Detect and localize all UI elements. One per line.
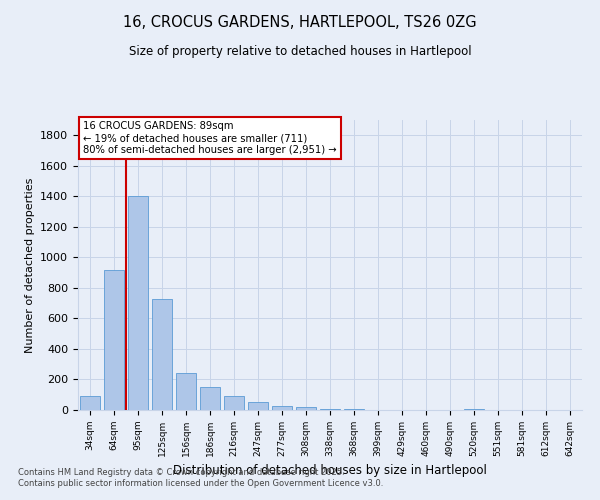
Bar bbox=[248, 402, 268, 410]
Bar bbox=[200, 388, 220, 410]
Bar bbox=[464, 409, 484, 410]
Bar bbox=[224, 396, 244, 410]
Bar bbox=[128, 196, 148, 410]
Bar bbox=[320, 409, 340, 410]
Bar bbox=[344, 409, 364, 410]
Bar bbox=[104, 270, 124, 410]
Y-axis label: Number of detached properties: Number of detached properties bbox=[25, 178, 35, 352]
X-axis label: Distribution of detached houses by size in Hartlepool: Distribution of detached houses by size … bbox=[173, 464, 487, 477]
Bar bbox=[152, 298, 172, 410]
Text: Size of property relative to detached houses in Hartlepool: Size of property relative to detached ho… bbox=[128, 45, 472, 58]
Bar bbox=[176, 372, 196, 410]
Text: 16, CROCUS GARDENS, HARTLEPOOL, TS26 0ZG: 16, CROCUS GARDENS, HARTLEPOOL, TS26 0ZG bbox=[123, 15, 477, 30]
Text: Contains HM Land Registry data © Crown copyright and database right 2025.
Contai: Contains HM Land Registry data © Crown c… bbox=[18, 468, 383, 487]
Bar bbox=[296, 408, 316, 410]
Bar bbox=[272, 406, 292, 410]
Bar bbox=[80, 396, 100, 410]
Text: 16 CROCUS GARDENS: 89sqm
← 19% of detached houses are smaller (711)
80% of semi-: 16 CROCUS GARDENS: 89sqm ← 19% of detach… bbox=[83, 122, 337, 154]
